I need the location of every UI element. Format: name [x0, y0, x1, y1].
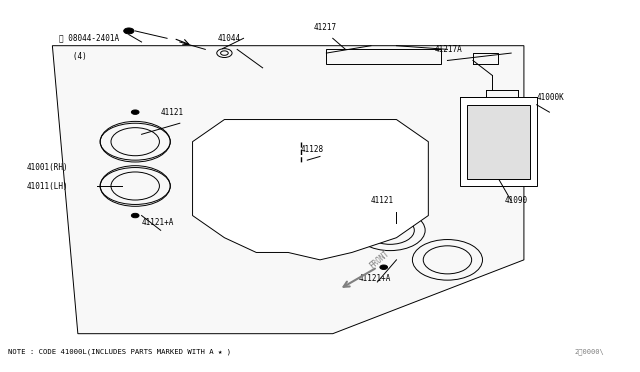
Text: 41090: 41090 [505, 196, 528, 205]
Text: FRONT: FRONT [368, 249, 391, 271]
Polygon shape [193, 119, 428, 260]
Circle shape [380, 265, 388, 269]
Text: 41121+A: 41121+A [358, 274, 390, 283]
Text: 2・0000\: 2・0000\ [575, 349, 605, 356]
Bar [326, 49, 441, 64]
Text: 41121+A: 41121+A [141, 218, 174, 227]
Polygon shape [460, 97, 537, 186]
Text: 41128: 41128 [301, 145, 324, 154]
Polygon shape [52, 46, 524, 334]
Circle shape [380, 199, 388, 203]
Text: 41217: 41217 [314, 23, 337, 32]
Circle shape [131, 213, 139, 218]
Text: 41011(LH): 41011(LH) [27, 182, 68, 190]
Text: 41001(RH): 41001(RH) [27, 163, 68, 172]
Text: NOTE : CODE 41000L(INCLUDES PARTS MARKED WITH A ★ ): NOTE : CODE 41000L(INCLUDES PARTS MARKED… [8, 349, 231, 355]
Text: 41000K: 41000K [537, 93, 564, 102]
Circle shape [131, 110, 139, 114]
Text: Ⓑ 08044-2401A: Ⓑ 08044-2401A [59, 34, 119, 43]
Text: (4): (4) [59, 52, 86, 61]
Text: 41217A: 41217A [435, 45, 463, 54]
Circle shape [124, 28, 134, 34]
Text: 41121: 41121 [371, 196, 394, 205]
Bar [467, 105, 531, 179]
Text: 41121: 41121 [161, 108, 184, 117]
Text: 41044: 41044 [218, 34, 241, 43]
